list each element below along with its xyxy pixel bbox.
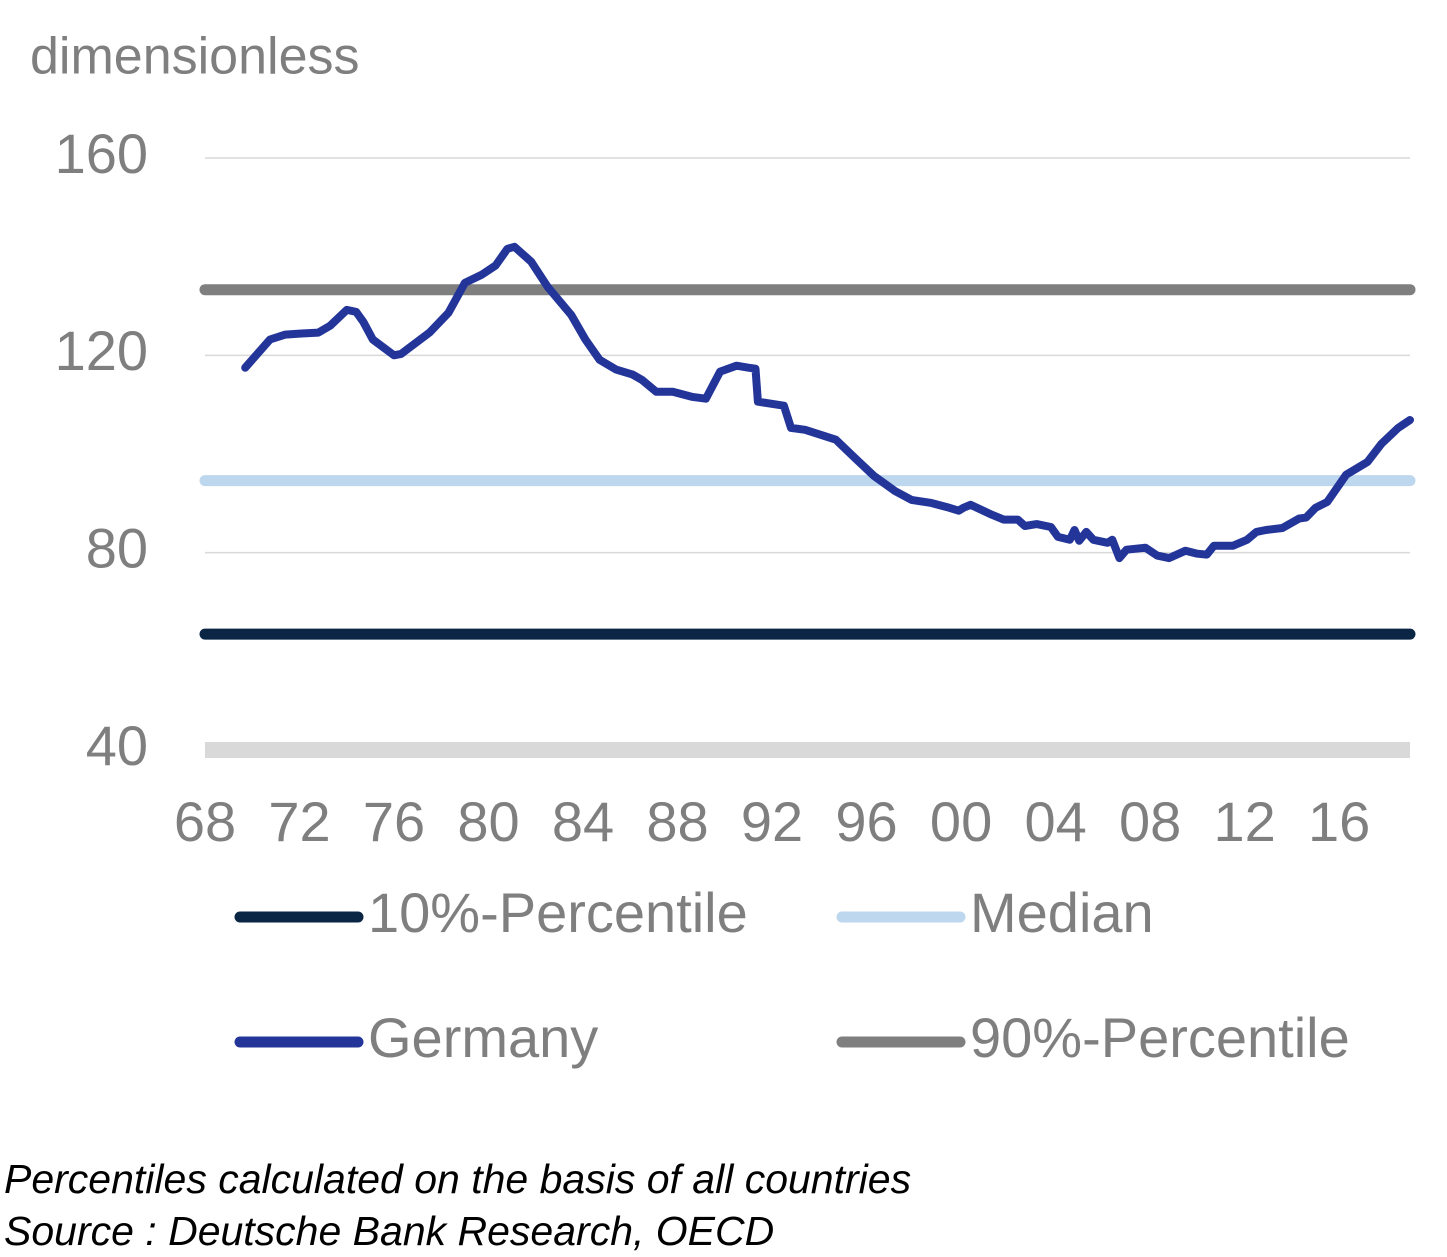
x-tick-label: 04 — [1024, 790, 1086, 853]
x-tick-label: 96 — [835, 790, 897, 853]
x-tick-label: 00 — [930, 790, 992, 853]
footnote: Source : Deutsche Bank Research, OECD — [4, 1208, 774, 1254]
x-tick-label: 16 — [1308, 790, 1370, 853]
legend-label: 10%-Percentile — [368, 881, 748, 944]
series-line — [241, 242, 1414, 563]
x-tick-label: 88 — [646, 790, 708, 853]
y-tick-label: 160 — [55, 122, 148, 185]
y-tick-label: 120 — [55, 319, 148, 382]
x-tick-label: 84 — [552, 790, 614, 853]
x-tick-label: 08 — [1119, 790, 1181, 853]
x-tick-label: 76 — [363, 790, 425, 853]
x-tick-label: 72 — [268, 790, 330, 853]
y-tick-label: 40 — [86, 714, 148, 777]
legend-label: Median — [970, 881, 1154, 944]
x-tick-label: 80 — [457, 790, 519, 853]
y-tick-label: 80 — [86, 516, 148, 579]
x-tick-label: 68 — [174, 790, 236, 853]
y-axis-label: dimensionless — [30, 28, 360, 86]
x-tick-label: 12 — [1213, 790, 1275, 853]
legend-label: 90%-Percentile — [970, 1006, 1350, 1069]
footnote: Percentiles calculated on the basis of a… — [4, 1156, 911, 1202]
legend-label: Germany — [368, 1006, 598, 1069]
x-tick-label: 92 — [741, 790, 803, 853]
